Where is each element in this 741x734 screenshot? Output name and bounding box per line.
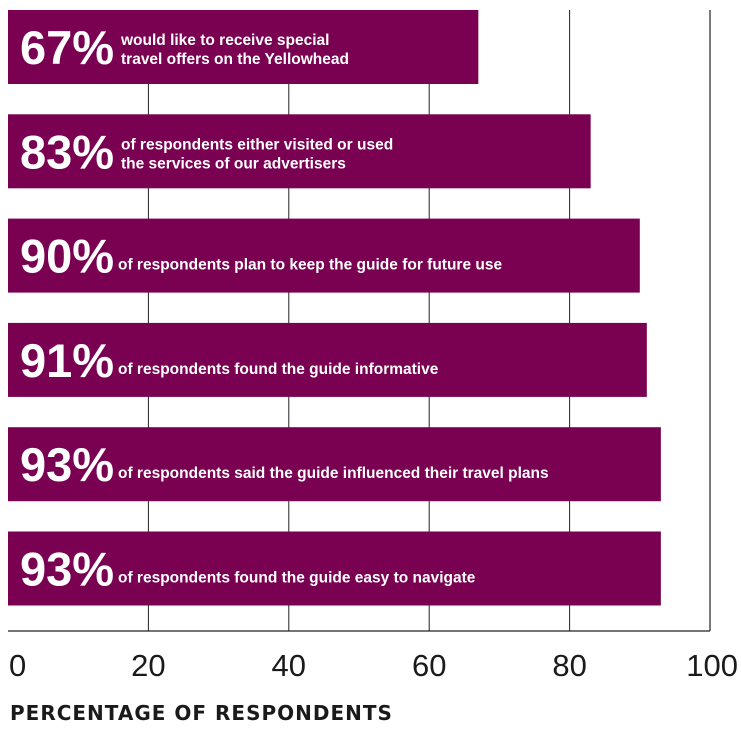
bar-description: of respondents found the guide easy to n…: [118, 570, 476, 587]
bar-value-label: 93%: [20, 543, 114, 596]
bar-group: 90% of respondents plan to keep the guide…: [8, 218, 640, 293]
bar: [8, 322, 647, 397]
bar-group: 93% of respondents said the guide influen…: [8, 427, 661, 502]
tick-label: 100: [686, 648, 738, 683]
bars: 67% would like to receive special travel o…: [8, 10, 661, 606]
bar-value-label: 67%: [20, 21, 114, 74]
bar-description: the services of our advertisers: [121, 155, 346, 172]
bar-value-label: 91%: [20, 334, 114, 387]
tick-label: 40: [272, 648, 306, 683]
bar: [8, 427, 661, 502]
tick-label: 0: [9, 648, 26, 683]
bar-description: of respondents plan to keep the guide fo…: [118, 257, 502, 274]
gridlines: [147, 10, 571, 631]
bar-description: travel offers on the Yellowhead: [121, 51, 349, 68]
tick-label: 20: [131, 648, 165, 683]
bar: [8, 114, 591, 189]
bar-description: of respondents either visited or used: [121, 136, 393, 153]
bar-description: would like to receive special: [120, 32, 329, 49]
x-axis-label: PERCENTAGE OF RESPONDENTS: [10, 701, 393, 725]
bar-value-label: 93%: [20, 438, 114, 491]
bar-value-label: 90%: [20, 230, 114, 283]
bar-group: 91% of respondents found the guide inform…: [8, 322, 647, 397]
bar-description: of respondents said the guide influenced…: [118, 465, 549, 482]
bar-group: 93% of respondents found the guide easy t…: [8, 531, 661, 606]
bar-group: 67% would like to receive special travel o…: [8, 10, 479, 84]
bar: [8, 10, 479, 84]
bar-group: 83% of respondents either visited or used…: [8, 114, 591, 189]
bar: [8, 218, 640, 293]
bar-value-label: 83%: [20, 125, 114, 178]
tick-labels: 0 20 40 60 80 100: [9, 648, 738, 683]
tick-label: 80: [552, 648, 586, 683]
tick-label: 60: [412, 648, 446, 683]
bar: [8, 531, 661, 606]
bar-description: of respondents found the guide informati…: [118, 361, 439, 378]
